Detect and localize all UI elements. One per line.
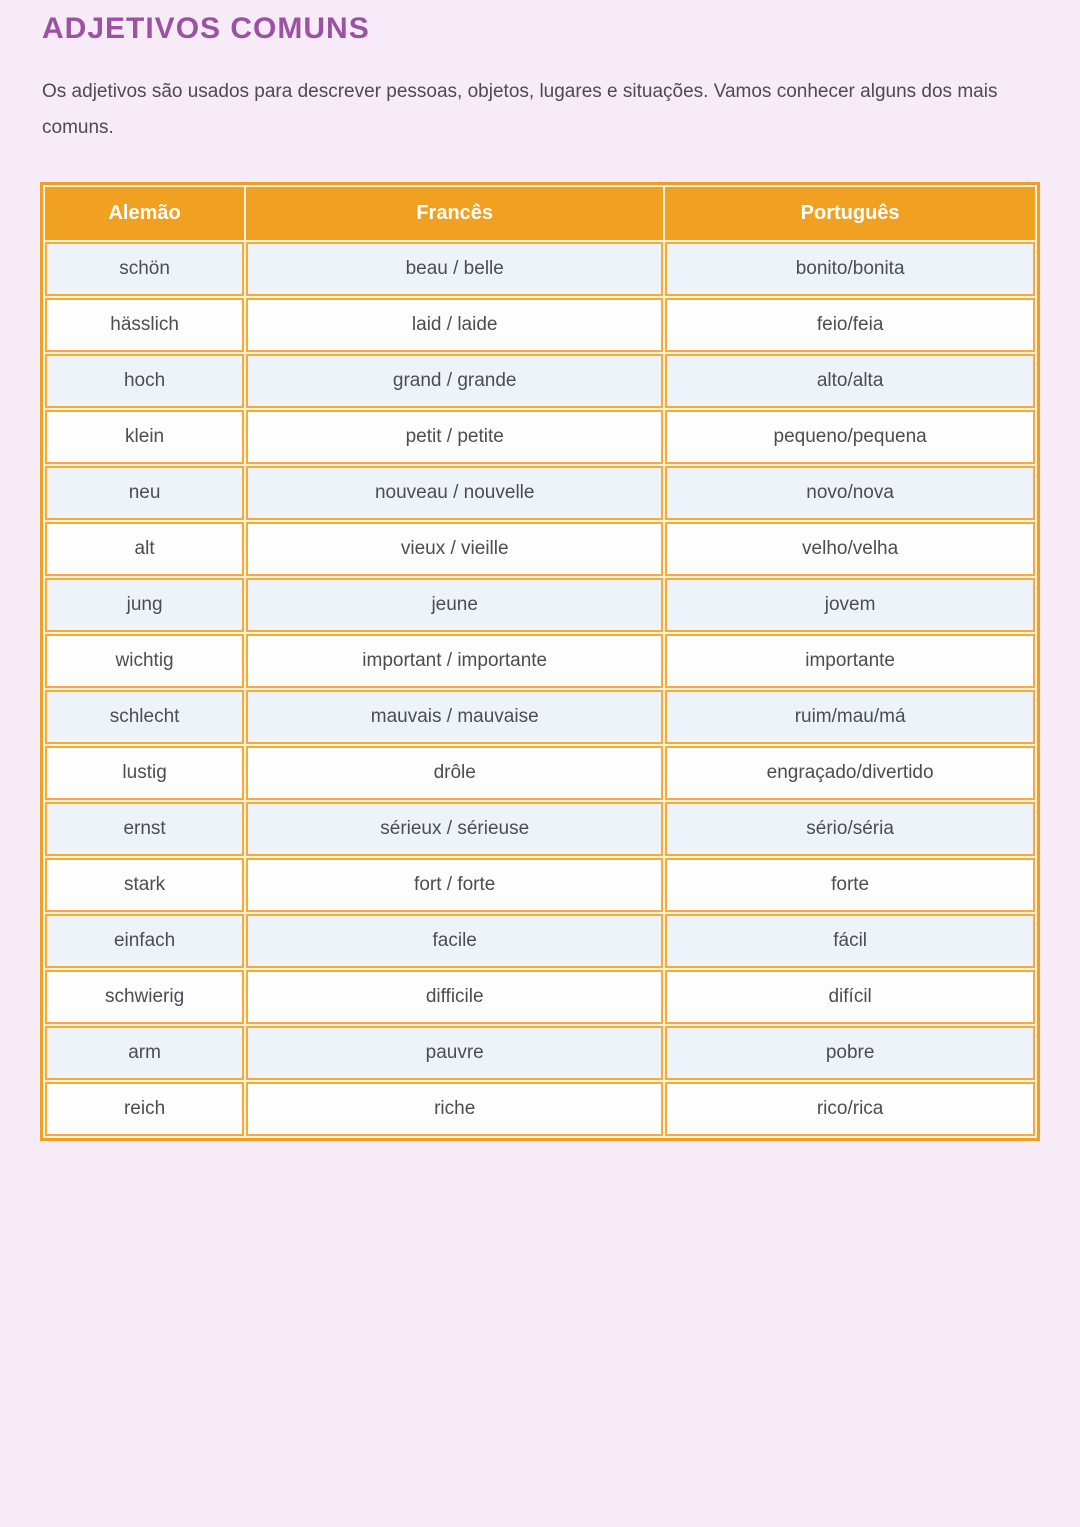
intro-paragraph: Os adjetivos são usados para descrever p… — [42, 81, 998, 138]
column-header-french: Francês — [246, 187, 664, 240]
table-cell: jung — [45, 578, 245, 632]
table-row: schwierig difficile difícil — [45, 970, 1035, 1024]
table-cell: sério/séria — [665, 802, 1035, 856]
table-cell: reich — [45, 1082, 245, 1136]
table-cell: laid / laide — [246, 298, 664, 352]
table-row: einfach facile fácil — [45, 914, 1035, 968]
table-cell: pauvre — [246, 1026, 664, 1080]
table-cell: schön — [45, 242, 245, 296]
table-row: klein petit / petite pequeno/pequena — [45, 410, 1035, 464]
table-cell: rico/rica — [665, 1082, 1035, 1136]
table-cell: riche — [246, 1082, 664, 1136]
table-row: jung jeune jovem — [45, 578, 1035, 632]
table-row: reich riche rico/rica — [45, 1082, 1035, 1136]
table-cell: alt — [45, 522, 245, 576]
table-cell: novo/nova — [665, 466, 1035, 520]
table-cell: beau / belle — [246, 242, 664, 296]
table-cell: pequeno/pequena — [665, 410, 1035, 464]
document-page: ADJETIVOS COMUNS Os adjetivos são usados… — [40, 12, 1040, 1141]
table-cell: important / importante — [246, 634, 664, 688]
table-header-row: Alemão Francês Português — [45, 187, 1035, 240]
table-cell: velho/velha — [665, 522, 1035, 576]
column-header-portuguese: Português — [665, 187, 1035, 240]
table-cell: wichtig — [45, 634, 245, 688]
table-cell: bonito/bonita — [665, 242, 1035, 296]
table-cell: nouveau / nouvelle — [246, 466, 664, 520]
table-cell: engraçado/divertido — [665, 746, 1035, 800]
table-cell: facile — [246, 914, 664, 968]
table-cell: hässlich — [45, 298, 245, 352]
adjectives-table: Alemão Francês Português schön beau / bel… — [40, 182, 1040, 1141]
table-cell: vieux / vieille — [246, 522, 664, 576]
table-cell: arm — [45, 1026, 245, 1080]
table-cell: ernst — [45, 802, 245, 856]
table-cell: schwierig — [45, 970, 245, 1024]
table-cell: difficile — [246, 970, 664, 1024]
table-row: arm pauvre pobre — [45, 1026, 1035, 1080]
table-row: schön beau / belle bonito/bonita — [45, 242, 1035, 296]
table-cell: fácil — [665, 914, 1035, 968]
column-header-german: Alemão — [45, 187, 245, 240]
table-cell: sérieux / sérieuse — [246, 802, 664, 856]
table-row: hoch grand / grande alto/alta — [45, 354, 1035, 408]
table-cell: mauvais / mauvaise — [246, 690, 664, 744]
table-cell: alto/alta — [665, 354, 1035, 408]
table-row: wichtig important / importante importante — [45, 634, 1035, 688]
table-cell: ruim/mau/má — [665, 690, 1035, 744]
table-cell: schlecht — [45, 690, 245, 744]
table-cell: petit / petite — [246, 410, 664, 464]
table-cell: jovem — [665, 578, 1035, 632]
table-cell: stark — [45, 858, 245, 912]
table-cell: einfach — [45, 914, 245, 968]
table-row: neu nouveau / nouvelle novo/nova — [45, 466, 1035, 520]
table-row: hässlich laid / laide feio/feia — [45, 298, 1035, 352]
table-cell: pobre — [665, 1026, 1035, 1080]
table-cell: hoch — [45, 354, 245, 408]
table-row: stark fort / forte forte — [45, 858, 1035, 912]
table-cell: fort / forte — [246, 858, 664, 912]
table-cell: feio/feia — [665, 298, 1035, 352]
table-cell: jeune — [246, 578, 664, 632]
table-cell: lustig — [45, 746, 245, 800]
table-cell: neu — [45, 466, 245, 520]
page-title: ADJETIVOS COMUNS — [42, 12, 370, 45]
table-row: lustig drôle engraçado/divertido — [45, 746, 1035, 800]
table-cell: importante — [665, 634, 1035, 688]
table-cell: klein — [45, 410, 245, 464]
table-cell: forte — [665, 858, 1035, 912]
table-cell: grand / grande — [246, 354, 664, 408]
table-row: alt vieux / vieille velho/velha — [45, 522, 1035, 576]
table-cell: difícil — [665, 970, 1035, 1024]
table-row: ernst sérieux / sérieuse sério/séria — [45, 802, 1035, 856]
table-row: schlecht mauvais / mauvaise ruim/mau/má — [45, 690, 1035, 744]
table-cell: drôle — [246, 746, 664, 800]
